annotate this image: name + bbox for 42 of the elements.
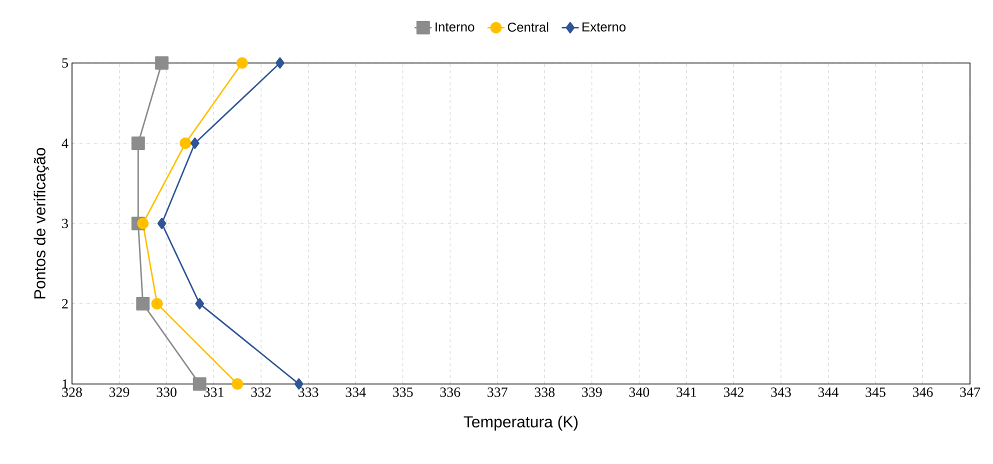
x-tick-label: 329 [109, 388, 130, 397]
legend-label: Central [508, 22, 548, 32]
x-tick-label: 342 [724, 388, 744, 397]
x-tick-label: 333 [298, 388, 318, 397]
x-tick-label: 343 [771, 388, 791, 397]
x-tick-label: 346 [912, 388, 933, 397]
point [195, 298, 204, 310]
y-axis-title: Pontos de verificação [34, 148, 49, 298]
x-tick-label: 335 [393, 388, 413, 397]
x-tick-label: 334 [346, 388, 366, 397]
x-axis-title: Temperatura (K) [464, 416, 578, 431]
x-tick-label: 328 [62, 388, 82, 397]
point [236, 57, 248, 69]
y-tick-label: 5 [62, 58, 68, 68]
x-tick-label: 337 [488, 388, 508, 397]
point [232, 378, 244, 390]
x-tick-label: 330 [156, 388, 176, 397]
point [190, 138, 200, 149]
point [137, 218, 149, 230]
point [157, 218, 166, 230]
point [151, 298, 163, 310]
y-tick-label: 2 [62, 299, 68, 308]
x-tick-label: 331 [204, 388, 224, 397]
point [136, 297, 150, 310]
x-tick-label: 347 [960, 388, 980, 397]
x-tick-label: 339 [582, 388, 602, 397]
y-tick-label: 4 [62, 138, 68, 148]
x-tick-label: 332 [251, 388, 271, 397]
x-tick-label: 338 [534, 388, 555, 397]
x-tick-label: 341 [676, 388, 696, 397]
legend-label: Externo [582, 22, 626, 32]
point [275, 57, 284, 69]
y-tick-label: 3 [62, 218, 68, 228]
y-tick-label: 1 [62, 379, 68, 389]
x-tick-label: 336 [440, 388, 460, 397]
point [131, 136, 145, 150]
x-tick-label: 345 [866, 388, 886, 397]
point [180, 138, 192, 149]
x-tick-label: 340 [629, 388, 650, 397]
point [155, 56, 169, 70]
x-tick-label: 344 [818, 388, 838, 397]
legend-label: Interno [436, 22, 474, 32]
